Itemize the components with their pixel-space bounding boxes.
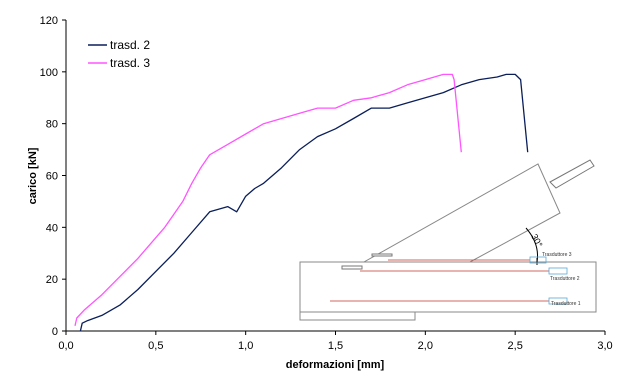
load-arrow-icon: [549, 159, 595, 189]
y-tick-label: 100: [40, 67, 58, 79]
x-tick-label: 0,5: [148, 340, 163, 352]
x-tick-label: 2,5: [508, 340, 523, 352]
series-layer: [74, 73, 529, 332]
y-tick-label: 60: [46, 171, 58, 183]
small-arrow-icon: [341, 265, 363, 270]
legend-label-trasd-3: trasd. 3: [110, 56, 150, 70]
x-tick-labels: 0,0 0,5 1,0 1,5 2,0 2,5 3,0: [58, 340, 612, 352]
transducer-3-label: Trasduttore 3: [542, 252, 572, 258]
y-tick-label: 20: [46, 274, 58, 286]
y-tick-labels: 0 20 40 60 80 100 120: [40, 15, 58, 338]
support-plate: [299, 311, 416, 321]
x-tick-label: 1,5: [328, 340, 343, 352]
x-tick-label: 3,0: [597, 340, 612, 352]
transducer-2-sensor: [548, 267, 568, 275]
transducer-1-sensor: [548, 297, 568, 305]
small-arrow-icon: [371, 253, 393, 257]
x-axis-title: deformazioni [mm]: [286, 359, 385, 371]
legend-label-trasd-2: trasd. 2: [110, 38, 150, 52]
transducer-3-sensor: [529, 256, 547, 264]
y-axis-title: carico [kN]: [27, 147, 39, 204]
y-tick-label: 120: [40, 15, 58, 27]
y-tick-label: 0: [52, 326, 58, 338]
x-tick-label: 1,0: [238, 340, 253, 352]
x-tick-label: 0,0: [58, 340, 73, 352]
y-tick-label: 80: [46, 119, 58, 131]
series-line-trasd-2: [79, 73, 529, 332]
x-tick-label: 2,0: [418, 340, 433, 352]
transducer-1-label: Trasduttore 1: [551, 301, 581, 307]
y-tick-label: 40: [46, 222, 58, 234]
angle-label: 30°: [529, 232, 544, 249]
series-line-trasd-3: [74, 73, 462, 326]
ticks: [62, 19, 606, 335]
inclined-block: [362, 163, 561, 263]
legend: trasd. 2 trasd. 3: [88, 38, 150, 70]
transducer-2-label: Trasduttore 2: [550, 276, 580, 282]
test-setup-diagram: 30° Trasduttore 3 Trasduttore 2 Trasdutt…: [299, 159, 597, 321]
